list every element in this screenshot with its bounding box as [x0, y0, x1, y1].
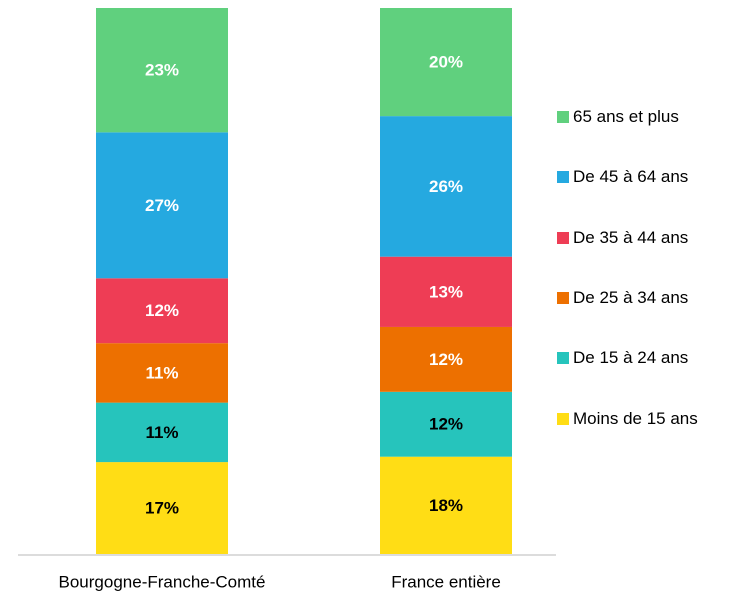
data-label: 13%	[429, 282, 463, 301]
bar-segment	[380, 116, 512, 257]
legend-label: De 25 à 34 ans	[573, 287, 689, 307]
x-tick-label: Bourgogne-Franche-Comté	[59, 572, 266, 591]
legend-label: De 15 à 24 ans	[573, 348, 689, 368]
bar-segment	[380, 326, 512, 392]
legend-entry: 65 ans et plus	[557, 106, 679, 128]
bar-segment	[96, 132, 228, 279]
data-label: 12%	[429, 415, 463, 434]
legend-entry: De 25 à 34 ans	[557, 287, 688, 309]
legend-label: De 35 à 44 ans	[573, 227, 689, 247]
legend-label: 65 ans et plus	[573, 107, 679, 126]
bar-segment	[380, 391, 512, 457]
data-label: 17%	[145, 499, 179, 518]
data-label: 18%	[429, 496, 463, 515]
bar-segment	[96, 278, 228, 344]
legend-marker	[557, 111, 569, 123]
bar-segment	[380, 456, 512, 554]
data-label: 12%	[145, 301, 179, 320]
data-label: 12%	[429, 350, 463, 369]
legend-marker	[557, 412, 569, 425]
bar-segment	[380, 8, 512, 117]
data-label: 20%	[429, 53, 463, 72]
legend-marker	[557, 352, 569, 365]
legend-label: Moins de 15 ans	[573, 408, 698, 428]
legend-label: De 45 à 64 ans	[573, 167, 689, 187]
legend-marker	[557, 291, 569, 304]
data-label: 11%	[145, 423, 178, 442]
x-tick-label: France entière	[391, 572, 501, 591]
data-label: 11%	[145, 363, 178, 382]
legend-marker	[557, 171, 569, 184]
bar-segment	[96, 462, 228, 554]
data-label: 26%	[429, 177, 463, 196]
legend-marker	[557, 231, 569, 244]
bar-segment	[96, 343, 228, 403]
bar-segment	[96, 8, 228, 133]
legend-entry: Moins de 15 ans	[557, 408, 708, 430]
legend-entry: De 45 à 64 ans	[557, 166, 688, 188]
data-label: 27%	[145, 196, 179, 215]
data-label: 23%	[145, 61, 179, 80]
bar-segment	[96, 402, 228, 463]
legend-entry: De 35 à 44 ans	[557, 227, 688, 249]
legend-entry: De 15 à 24 ans	[557, 347, 688, 369]
bar-segment	[380, 256, 512, 327]
